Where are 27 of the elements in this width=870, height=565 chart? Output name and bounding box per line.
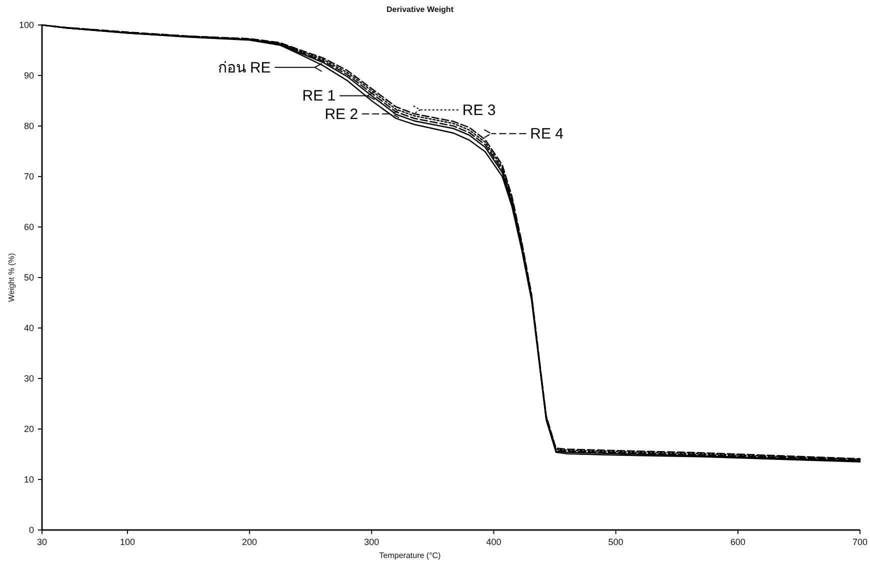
y-tick-label: 100 <box>18 20 34 30</box>
legend-label: ก่อน RE <box>218 59 271 76</box>
y-tick-label: 70 <box>24 172 34 182</box>
y-tick-label: 40 <box>24 323 34 333</box>
x-tick-label: 500 <box>608 537 624 547</box>
y-tick-label: 60 <box>24 222 34 232</box>
y-tick-label: 10 <box>24 474 34 484</box>
x-tick-label: 200 <box>242 537 258 547</box>
text: RE 4 <box>530 126 564 143</box>
y-tick-label: 20 <box>24 424 34 434</box>
y-axis-title: Weight % (%) <box>7 252 16 302</box>
chart-title: Derivative Weight <box>386 5 454 14</box>
x-tick-label: 300 <box>364 537 380 547</box>
x-tick-label: 600 <box>730 537 746 547</box>
series-label: RE 3 <box>462 102 496 119</box>
x-axis-title: Temperature (°C) <box>379 551 442 560</box>
x-tick-label: 100 <box>120 537 135 547</box>
legend-label: RE 2 <box>324 106 358 123</box>
x-tick-label: 400 <box>486 537 502 547</box>
x-tick-label: 700 <box>852 537 868 547</box>
y-tick-label: 50 <box>24 272 34 282</box>
legend-label: RE 1 <box>302 88 336 105</box>
y-tick-label: 30 <box>24 374 34 384</box>
x-tick-label: 30 <box>36 537 48 547</box>
y-tick-label: 90 <box>24 70 34 80</box>
y-tick-label: 80 <box>24 121 34 131</box>
y-tick-label: 0 <box>28 525 34 535</box>
